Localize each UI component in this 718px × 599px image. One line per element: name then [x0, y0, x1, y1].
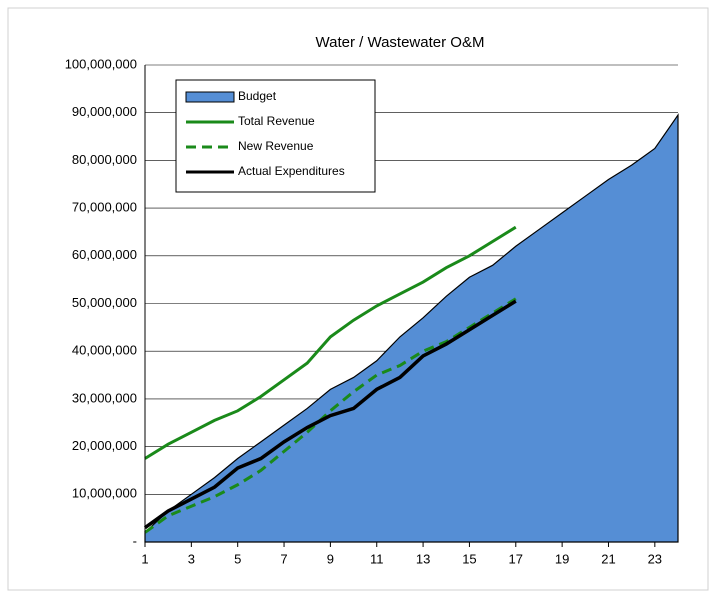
- line: [144, 297, 517, 534]
- y-tick-label: 70,000,000: [72, 200, 137, 215]
- y-tick-label: 10,000,000: [72, 486, 137, 501]
- y-tick-label: 50,000,000: [72, 295, 137, 310]
- y-tick-label: 100,000,000: [65, 56, 137, 71]
- y-tick-label: 30,000,000: [72, 390, 137, 405]
- x-tick-label: 1: [141, 551, 148, 566]
- x-tick-label: 11: [370, 551, 384, 566]
- y-tick-label: 80,000,000: [72, 152, 137, 167]
- line: [144, 225, 517, 460]
- x-tick-label: 17: [509, 551, 523, 566]
- legend-swatch: [185, 91, 235, 103]
- legend-label: New Revenue: [238, 139, 314, 153]
- y-tick-label: 20,000,000: [72, 438, 137, 453]
- y-tick-label: 40,000,000: [72, 343, 137, 358]
- x-tick-label: 19: [555, 551, 569, 566]
- x-tick-label: 9: [327, 551, 334, 566]
- x-tick-label: 7: [280, 551, 287, 566]
- area: [144, 113, 679, 543]
- x-tick-label: 21: [601, 551, 615, 566]
- legend-label: Actual Expenditures: [238, 164, 345, 178]
- x-tick-label: 13: [416, 551, 430, 566]
- y-tick-label: 60,000,000: [72, 247, 137, 262]
- chart-title: Water / Wastewater O&M: [316, 34, 485, 51]
- legend-label: Budget: [238, 89, 277, 103]
- legend-label: Total Revenue: [238, 114, 315, 128]
- y-tick-label: -: [133, 533, 137, 548]
- x-tick-label: 5: [234, 551, 241, 566]
- line: [143, 299, 517, 530]
- x-tick-label: 15: [462, 551, 476, 566]
- x-tick-label: 23: [648, 551, 662, 566]
- x-tick-label: 3: [188, 551, 195, 566]
- y-tick-label: 90,000,000: [72, 104, 137, 119]
